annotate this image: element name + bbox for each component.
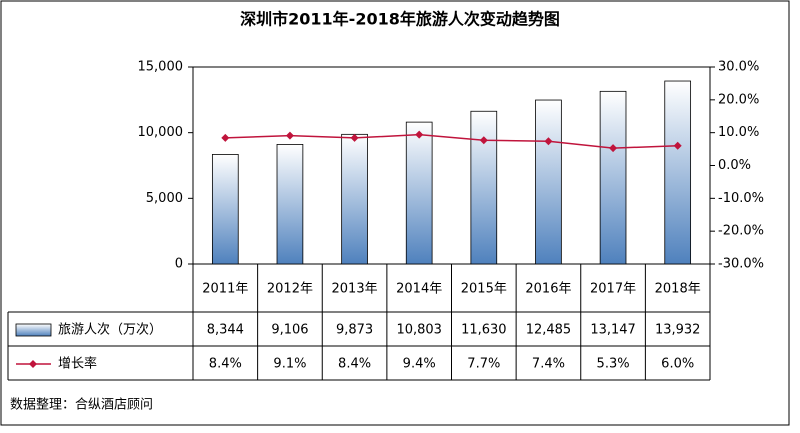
- data-label: 13,147: [590, 323, 636, 338]
- data-label: 9.1%: [273, 357, 306, 372]
- y-tick-label: 10,000: [138, 125, 184, 140]
- line-marker: [285, 131, 294, 140]
- data-label: 6.0%: [661, 357, 694, 372]
- bar: [470, 110, 498, 265]
- data-label: 13,932: [655, 323, 701, 338]
- y2-tick-label: 20.0%: [718, 92, 759, 107]
- source-note: 数据整理：合纵酒店顾问: [10, 398, 153, 413]
- legend-swatch: [15, 323, 52, 337]
- y2-tick-label: -20.0%: [718, 224, 764, 239]
- x-tick-label: 2014年: [396, 282, 442, 297]
- data-label: 7.7%: [467, 357, 500, 372]
- bar: [276, 144, 304, 265]
- bar: [664, 80, 692, 265]
- x-tick-label: 2015年: [461, 282, 507, 297]
- bar: [405, 121, 433, 265]
- chart-title: 深圳市2011年-2018年旅游人次变动趋势图: [240, 10, 560, 29]
- data-label: 9,873: [336, 323, 373, 338]
- bar: [211, 154, 239, 265]
- data-label: 8,344: [207, 323, 244, 338]
- legend-swatch: [29, 360, 37, 368]
- bar: [341, 133, 368, 265]
- data-label: 12,485: [526, 323, 572, 338]
- y-tick-label: 5,000: [146, 191, 183, 206]
- y-tick-label: 15,000: [138, 60, 184, 75]
- x-tick-label: 2016年: [525, 282, 571, 297]
- data-label: 9.4%: [403, 357, 436, 372]
- line-marker: [673, 141, 682, 150]
- data-label: 5.3%: [597, 357, 630, 372]
- line-marker: [221, 133, 230, 142]
- chart-frame: [0, 0, 790, 426]
- data-label: 11,630: [461, 323, 507, 338]
- y2-tick-label: -10.0%: [718, 191, 764, 206]
- data-label: 9,106: [271, 323, 308, 338]
- x-tick-label: 2017年: [590, 282, 636, 297]
- y-tick-label: 0: [175, 257, 183, 272]
- line-marker: [544, 137, 553, 146]
- line-marker: [350, 133, 359, 142]
- line-marker: [479, 136, 488, 145]
- y2-tick-label: -30.0%: [718, 257, 764, 272]
- data-label: 10,803: [396, 323, 442, 338]
- y2-tick-label: 0.0%: [718, 158, 751, 173]
- bar: [599, 90, 627, 265]
- line: [225, 133, 678, 149]
- x-tick-label: 2012年: [267, 282, 313, 297]
- line-marker: [609, 144, 618, 153]
- x-tick-label: 2018年: [655, 282, 701, 297]
- x-tick-label: 2011年: [202, 282, 248, 297]
- data-label: 8.4%: [209, 357, 242, 372]
- line-marker: [415, 130, 424, 139]
- bar: [535, 99, 562, 265]
- data-label: 7.4%: [532, 357, 565, 372]
- data-label: 8.4%: [338, 357, 371, 372]
- y2-tick-label: 30.0%: [718, 60, 759, 75]
- x-tick-label: 2013年: [332, 282, 378, 297]
- y2-tick-label: 10.0%: [718, 125, 759, 140]
- legend-label: 旅游人次（万次）: [58, 322, 162, 338]
- legend-label: 增长率: [58, 356, 97, 372]
- plot-area: [192, 66, 711, 265]
